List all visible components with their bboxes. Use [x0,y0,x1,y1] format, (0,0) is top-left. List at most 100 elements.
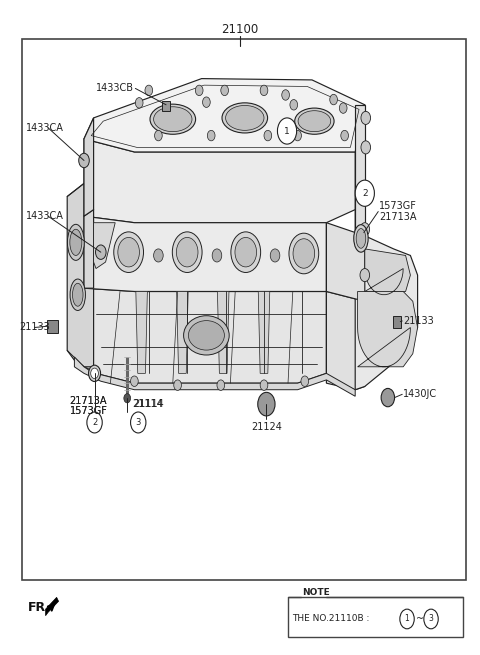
Text: 21133: 21133 [19,322,50,333]
Text: 1: 1 [405,614,409,624]
Text: 21713A: 21713A [379,212,417,222]
Polygon shape [67,170,94,367]
Circle shape [361,111,371,124]
Circle shape [294,130,301,141]
Text: NOTE: NOTE [302,588,330,597]
Circle shape [400,609,414,629]
Circle shape [290,100,298,110]
Circle shape [79,153,89,168]
Text: 21100: 21100 [221,23,259,36]
Text: 1573GF: 1573GF [379,201,417,212]
Ellipse shape [222,103,268,133]
Circle shape [282,90,289,100]
Polygon shape [217,291,229,373]
Text: 1433CB: 1433CB [96,83,134,94]
Polygon shape [84,139,355,223]
Text: 1433CA: 1433CA [26,211,64,221]
Ellipse shape [235,238,256,267]
Ellipse shape [289,233,319,274]
Polygon shape [136,291,147,373]
Text: 1573GF: 1573GF [70,406,108,417]
Polygon shape [258,291,270,373]
Circle shape [96,245,106,259]
Circle shape [154,249,163,262]
Circle shape [145,85,153,96]
Circle shape [260,380,268,390]
Polygon shape [177,291,188,373]
Text: 21713A: 21713A [70,396,107,406]
Circle shape [131,376,138,386]
Circle shape [264,130,272,141]
Ellipse shape [295,108,334,134]
Text: 21133: 21133 [403,316,434,326]
Ellipse shape [188,321,225,350]
Polygon shape [355,105,365,236]
Text: 21713A: 21713A [70,396,107,406]
Circle shape [330,94,337,105]
FancyBboxPatch shape [288,597,463,637]
Polygon shape [365,249,410,295]
Polygon shape [74,357,355,396]
Text: 2: 2 [362,189,368,198]
Ellipse shape [231,232,261,272]
Circle shape [207,130,215,141]
Ellipse shape [298,111,331,132]
FancyBboxPatch shape [47,320,58,333]
Text: 21114: 21114 [132,399,163,409]
Ellipse shape [67,224,84,261]
Circle shape [212,249,222,262]
Circle shape [258,392,275,416]
Text: THE NO.21110B :: THE NO.21110B : [292,614,372,624]
Circle shape [277,118,297,144]
Polygon shape [46,597,59,616]
Ellipse shape [354,225,368,252]
Circle shape [124,394,131,403]
Circle shape [360,269,370,282]
Circle shape [339,103,347,113]
Circle shape [381,388,395,407]
Circle shape [87,412,102,433]
Circle shape [260,85,268,96]
Circle shape [155,130,162,141]
Ellipse shape [293,239,315,269]
Ellipse shape [114,232,144,272]
Polygon shape [84,79,365,152]
Ellipse shape [177,238,198,267]
Text: 1: 1 [284,126,290,136]
Circle shape [360,223,370,236]
Circle shape [424,609,438,629]
Ellipse shape [70,279,85,310]
Text: 3: 3 [135,418,141,427]
Ellipse shape [356,229,366,248]
Ellipse shape [150,104,196,134]
Polygon shape [326,291,365,390]
Circle shape [135,98,143,108]
Polygon shape [326,223,365,301]
Polygon shape [358,291,418,367]
Polygon shape [84,210,94,288]
Text: 21124: 21124 [251,422,282,432]
Text: 1573GF: 1573GF [70,406,108,417]
Ellipse shape [118,238,140,267]
Circle shape [174,380,181,390]
Ellipse shape [226,105,264,130]
Ellipse shape [70,229,82,255]
Circle shape [203,97,210,107]
Text: 2: 2 [92,418,97,427]
Circle shape [361,141,371,154]
Text: FR.: FR. [28,601,51,614]
Ellipse shape [88,365,101,381]
Circle shape [131,412,146,433]
Circle shape [355,180,374,206]
Ellipse shape [154,107,192,132]
FancyBboxPatch shape [22,39,466,580]
Text: 1433CA: 1433CA [26,122,64,133]
Circle shape [195,85,203,96]
Text: 1430JC: 1430JC [403,389,437,400]
Circle shape [341,130,348,141]
Text: ~: ~ [416,614,424,624]
Polygon shape [355,105,418,390]
FancyBboxPatch shape [393,316,401,328]
Ellipse shape [172,232,202,272]
Text: 3: 3 [429,614,433,624]
